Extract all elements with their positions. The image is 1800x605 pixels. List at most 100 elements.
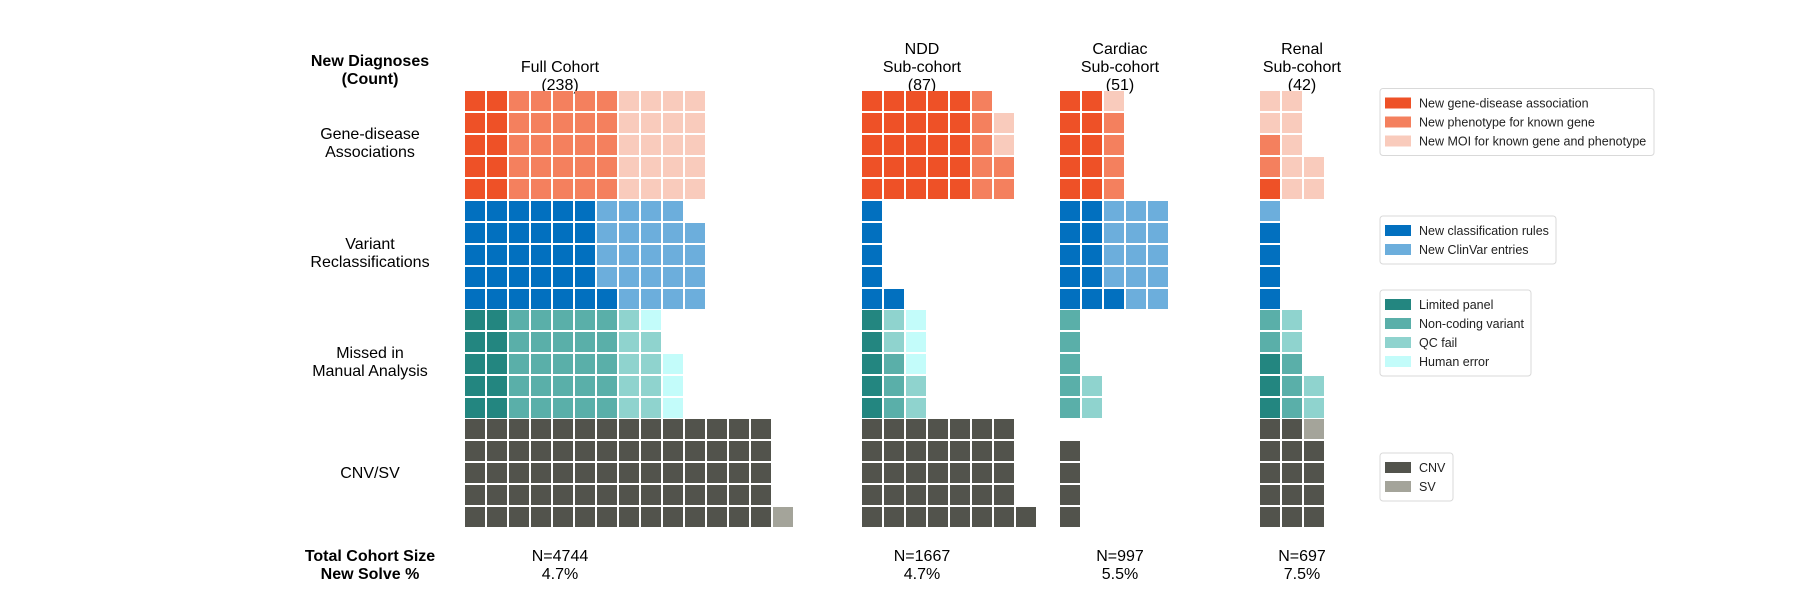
waffle-cell-cnv-renal-10 — [1282, 419, 1302, 439]
waffle-cell-gene_disease-cardiac-12 — [1104, 157, 1124, 177]
waffle-cell-gene_disease-ndd-34 — [994, 113, 1014, 133]
waffle-cell-missed-renal-11 — [1304, 398, 1324, 418]
waffle-cell-gene_disease-ndd-1 — [862, 179, 882, 199]
waffle-cell-cnv-ndd-26 — [972, 507, 992, 527]
waffle-cell-cnv-ndd-29 — [972, 441, 992, 461]
waffle-cell-reclass-full-51 — [685, 289, 705, 309]
waffle-cell-cnv-full-32 — [597, 485, 617, 505]
legend-frame-gene_disease — [1379, 88, 1655, 156]
waffle-cell-cnv-full-65 — [729, 419, 749, 439]
waffle-cell-reclass-cardiac-9 — [1082, 223, 1102, 243]
waffle-cell-cnv-ndd-31 — [994, 507, 1014, 527]
waffle-cell-gene_disease-full-7 — [487, 157, 507, 177]
waffle-cell-cnv-renal-6 — [1282, 507, 1302, 527]
waffle-cell-reclass-cardiac-3 — [1060, 245, 1080, 265]
waffle-cell-cnv-full-55 — [685, 419, 705, 439]
waffle-cell-reclass-full-21 — [553, 289, 573, 309]
waffle-cell-reclass-cardiac-5 — [1060, 201, 1080, 221]
waffle-cell-missed-full-39 — [619, 332, 639, 352]
waffle-cell-gene_disease-renal-4 — [1260, 113, 1280, 133]
waffle-cell-missed-cardiac-6 — [1082, 398, 1102, 418]
waffle-cell-gene_disease-ndd-21 — [950, 179, 970, 199]
waffle-cell-reclass-full-49 — [663, 223, 683, 243]
waffle-cell-reclass-full-17 — [531, 267, 551, 287]
waffle-cell-missed-cardiac-1 — [1060, 398, 1080, 418]
waffle-cnv-ndd — [862, 419, 1036, 527]
waffle-cell-gene_disease-renal-8 — [1282, 135, 1302, 155]
waffle-cell-gene_disease-full-43 — [641, 135, 661, 155]
legend-entry-cnv-2: SV — [1419, 480, 1436, 494]
waffle-cell-cnv-renal-13 — [1304, 463, 1324, 483]
waffle-cell-cnv-full-71 — [773, 507, 793, 527]
waffle-cell-cnv-ndd-25 — [950, 419, 970, 439]
waffle-cell-cnv-ndd-2 — [862, 485, 882, 505]
legend-reclass: New classification rules New ClinVar entr… — [1379, 215, 1557, 265]
waffle-cell-cnv-full-4 — [465, 441, 485, 461]
waffle-cell-gene_disease-ndd-30 — [972, 91, 992, 111]
waffle-cell-gene_disease-full-42 — [641, 157, 661, 177]
waffle-cell-cnv-full-34 — [597, 441, 617, 461]
waffle-cell-missed-full-10 — [487, 310, 507, 330]
waffle-cell-reclass-full-31 — [597, 289, 617, 309]
waffle-cell-missed-ndd-7 — [884, 376, 904, 396]
waffle-cell-missed-renal-2 — [1260, 376, 1280, 396]
waffle-cell-gene_disease-full-14 — [509, 113, 529, 133]
waffle-cell-reclass-renal-2 — [1260, 267, 1280, 287]
waffle-cell-cnv-full-3 — [465, 463, 485, 483]
row-label-gene_disease-line-2: Associations — [325, 144, 415, 161]
cohort-title-ndd-line-2: Sub-cohort — [883, 59, 962, 76]
waffle-gene_disease-ndd — [862, 91, 1014, 199]
waffle-cell-reclass-full-53 — [685, 245, 705, 265]
waffle-cell-reclass-full-30 — [575, 201, 595, 221]
waffle-cell-reclass-renal-1 — [1260, 289, 1280, 309]
legend-swatch-missed-4 — [1385, 356, 1411, 367]
waffle-cell-missed-cardiac-4 — [1060, 332, 1080, 352]
waffle-cell-gene_disease-ndd-8 — [884, 135, 904, 155]
waffle-cell-cnv-full-60 — [707, 419, 727, 439]
row-label-cnv-line-1: CNV/SV — [340, 465, 400, 482]
waffle-cell-cnv-full-20 — [531, 419, 551, 439]
waffle-cell-gene_disease-full-41 — [641, 179, 661, 199]
waffle-cell-gene_disease-full-15 — [509, 91, 529, 111]
waffle-cell-cnv-full-16 — [531, 507, 551, 527]
waffle-cell-missed-renal-3 — [1260, 354, 1280, 374]
legend-entry-missed-1: Limited panel — [1419, 298, 1493, 312]
waffle-cell-cnv-ndd-35 — [994, 419, 1014, 439]
waffle-cell-reclass-cardiac-19 — [1126, 223, 1146, 243]
row-label-missed-line-2: Manual Analysis — [312, 363, 428, 380]
waffle-cell-cnv-ndd-23 — [950, 463, 970, 483]
waffle-cell-reclass-full-39 — [619, 223, 639, 243]
waffle-cell-reclass-cardiac-7 — [1082, 267, 1102, 287]
waffle-cell-reclass-cardiac-24 — [1148, 223, 1168, 243]
legend-swatch-reclass-2 — [1385, 244, 1411, 255]
cohort-headers: Full Cohort(238)NDDSub-cohort(87)Cardiac… — [521, 41, 1342, 94]
waffle-cell-cnv-full-58 — [707, 463, 727, 483]
cohort-title-ndd-line-1: NDD — [905, 41, 940, 58]
waffle-cell-cnv-ndd-13 — [906, 463, 926, 483]
legend-entry-reclass-1: New classification rules — [1419, 224, 1549, 238]
waffle-cell-cnv-ndd-6 — [884, 507, 904, 527]
waffle-cell-cnv-full-12 — [509, 485, 529, 505]
waffle-cell-gene_disease-full-2 — [465, 157, 485, 177]
waffle-cell-missed-cardiac-7 — [1082, 376, 1102, 396]
header-label-line-2: (Count) — [342, 71, 399, 88]
waffle-cell-missed-ndd-11 — [906, 398, 926, 418]
waffle-cell-gene_disease-full-39 — [619, 113, 639, 133]
waffle-cell-cnv-full-44 — [641, 441, 661, 461]
waffle-cell-reclass-full-34 — [597, 223, 617, 243]
waffle-cell-cnv-full-45 — [641, 419, 661, 439]
waffle-cell-reclass-full-32 — [597, 267, 617, 287]
waffle-cell-cnv-ndd-18 — [928, 463, 948, 483]
waffle-cell-cnv-renal-4 — [1260, 441, 1280, 461]
waffle-cell-cnv-full-42 — [641, 485, 661, 505]
waffle-cell-cnv-ndd-7 — [884, 485, 904, 505]
legend-swatch-missed-1 — [1385, 299, 1411, 310]
waffle-cell-missed-full-45 — [641, 310, 661, 330]
waffle-cell-cnv-full-18 — [531, 463, 551, 483]
waffle-cell-cnv-full-26 — [575, 507, 595, 527]
waffle-cell-missed-full-28 — [575, 354, 595, 374]
waffle-cell-reclass-cardiac-22 — [1148, 267, 1168, 287]
waffle-cell-cnv-full-30 — [575, 419, 595, 439]
waffle-cell-missed-full-6 — [487, 398, 507, 418]
waffle-cell-reclass-ndd-3 — [862, 245, 882, 265]
